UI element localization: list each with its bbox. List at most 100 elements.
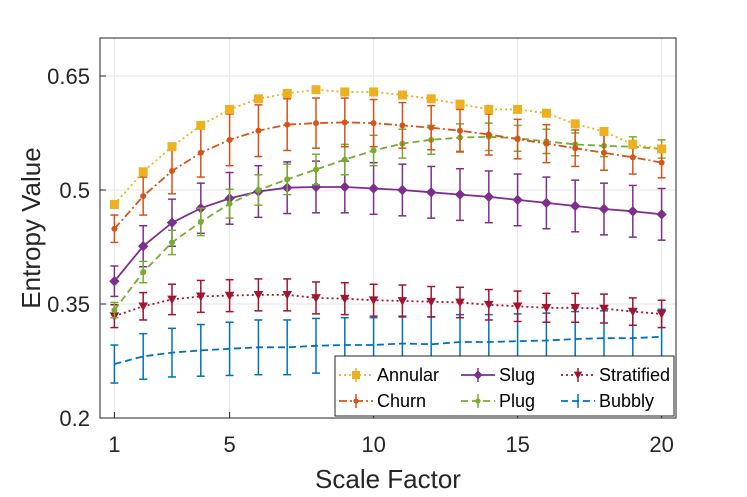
annular-point: [397, 90, 407, 100]
annular-point: [253, 94, 263, 104]
series-slug: [109, 160, 667, 298]
churn-point: [341, 119, 348, 126]
x-tick-label: 20: [649, 432, 673, 457]
legend-marker-slug: [473, 370, 483, 380]
churn-point: [111, 225, 118, 232]
churn-point: [629, 154, 636, 161]
series-plug: [110, 122, 666, 319]
annular-point: [340, 87, 350, 97]
y-tick-label: 0.5: [59, 178, 90, 203]
churn-point: [572, 145, 579, 152]
churn-point: [197, 149, 204, 156]
plug-point: [313, 166, 319, 173]
legend-label-slug: Slug: [499, 365, 535, 385]
stratified-point: [570, 303, 580, 313]
annular-point: [225, 104, 235, 114]
slug-point: [368, 183, 379, 194]
series-churn: [110, 97, 666, 244]
stratified-point: [340, 294, 350, 304]
stratified-point: [167, 295, 177, 305]
stratified-point: [397, 297, 408, 306]
churn-point: [601, 149, 607, 156]
legend-item-bubbly: Bubbly: [561, 391, 654, 411]
plug-point: [111, 307, 118, 314]
legend-label-plug: Plug: [499, 391, 535, 411]
stratified-point: [138, 302, 148, 312]
legend-item-slug: Slug: [461, 365, 535, 385]
stratified-point: [541, 303, 552, 313]
churn-point: [428, 124, 435, 131]
slug-point: [339, 181, 350, 193]
plug-point: [169, 239, 175, 246]
legend: Annular Slug Stratified Churn Plug Bubbly: [334, 355, 675, 417]
series-layer: [109, 85, 667, 384]
annular-point: [599, 126, 609, 136]
churn-point: [169, 168, 175, 174]
stratified-point: [426, 297, 436, 307]
x-tick-label: 1: [108, 432, 120, 457]
stratified-line: [114, 293, 662, 318]
churn-point: [543, 140, 550, 147]
plug-point: [255, 187, 262, 193]
annular-point: [311, 85, 321, 95]
churn-point: [284, 121, 291, 128]
annular-point: [570, 119, 580, 129]
x-tick-label: 15: [505, 432, 529, 457]
churn-point: [140, 193, 147, 200]
annular-point: [282, 88, 292, 98]
slug-point: [138, 241, 149, 252]
plug-point: [226, 200, 233, 207]
stratified-point: [455, 298, 465, 308]
stratified-point: [253, 291, 264, 300]
slug-point: [166, 217, 178, 228]
annular-point: [628, 139, 638, 149]
slug-point: [397, 184, 408, 196]
series-stratified: [109, 278, 667, 329]
legend-label-bubbly: Bubbly: [599, 391, 654, 411]
slug-point: [598, 203, 610, 215]
annular-point: [657, 144, 667, 154]
annular-line: [113, 88, 662, 205]
churn-point: [255, 127, 262, 134]
y-tick-label: 0.65: [47, 64, 90, 89]
plug-point: [284, 176, 291, 183]
churn-point: [457, 127, 463, 134]
legend-label-stratified: Stratified: [599, 365, 670, 385]
stratified-point: [311, 294, 321, 303]
churn-point: [370, 120, 377, 127]
plug-point: [197, 218, 204, 225]
series-annular: [109, 85, 667, 209]
annular-point: [541, 108, 551, 118]
stratified-point: [484, 300, 494, 310]
legend-item-stratified: Stratified: [561, 365, 670, 385]
legend-label-annular: Annular: [377, 365, 439, 385]
stratified-point: [628, 307, 638, 317]
slug-point: [483, 191, 494, 203]
axis-ticks: 1 5 10 15 200.20.350.50.65: [47, 64, 674, 457]
plug-point: [370, 147, 377, 154]
annular-point: [484, 104, 494, 114]
slug-point: [627, 206, 638, 217]
slug-point: [512, 194, 523, 206]
churn-point: [658, 159, 665, 166]
slug-point: [426, 187, 437, 198]
slug-point: [454, 189, 466, 200]
churn-point: [226, 136, 233, 143]
slug-line: [113, 186, 662, 282]
x-axis-label: Scale Factor: [315, 464, 461, 494]
x-tick-label: 10: [361, 432, 385, 457]
stratified-point: [224, 291, 235, 301]
y-axis-label: Entropy Value: [16, 147, 46, 308]
legend-marker-plug: [475, 398, 481, 404]
slug-point: [109, 276, 120, 287]
x-tick-label: 5: [223, 432, 235, 457]
annular-point: [369, 87, 379, 97]
stratified-point: [599, 304, 609, 314]
slug-point: [541, 197, 552, 209]
churn-line: [113, 121, 662, 230]
stratified-point: [368, 296, 379, 305]
bubbly-line: [114, 335, 662, 365]
churn-point: [313, 120, 319, 127]
legend-marker-annular: [352, 371, 360, 379]
annular-point: [455, 99, 465, 109]
